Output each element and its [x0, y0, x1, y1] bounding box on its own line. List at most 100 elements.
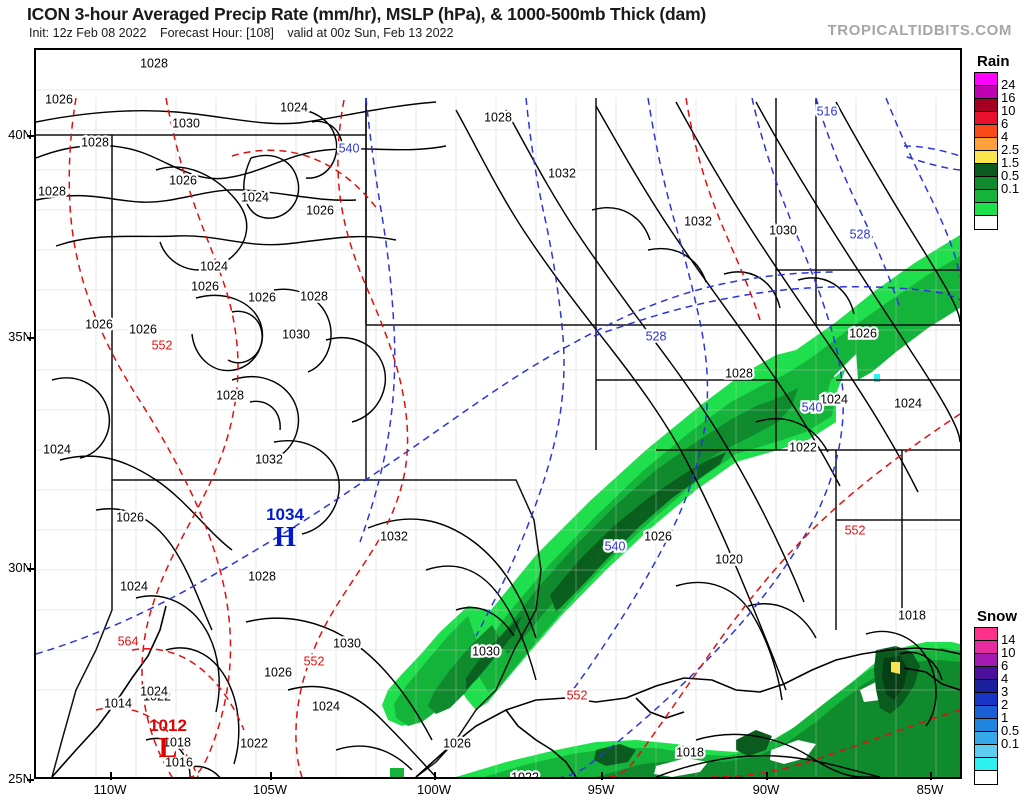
- mslp-contour-label: 1026: [169, 173, 197, 187]
- mslp-contour-label: 1032: [684, 214, 712, 228]
- mslp-contour-label-halo: 1020: [715, 552, 743, 566]
- thickness-label-red-halo: 552: [845, 523, 866, 537]
- mslp-contour-label-halo: 1032: [380, 529, 408, 543]
- rain-colorbar-tick: 6: [1001, 116, 1009, 131]
- thickness-contours-blue: [36, 97, 960, 777]
- lon-tick-mark: [270, 772, 272, 780]
- chart-header: ICON 3-hour Averaged Precip Rate (mm/hr)…: [0, 0, 1024, 48]
- mslp-contour-label-halo: 1032: [684, 214, 712, 228]
- lon-tick-mark: [434, 772, 436, 780]
- mslp-contour-label-halo: 1022: [789, 440, 817, 454]
- mslp-contour-label-halo: 1024: [241, 190, 269, 204]
- mslp-contour-label-halo: 1026: [644, 529, 672, 543]
- lon-tick-mark: [601, 772, 603, 780]
- mslp-contour-label-halo: 1032: [255, 452, 283, 466]
- mslp-contour-labels: 1028 1028 1026 1026 1024 1024 1030 1030 1028 1028…: [36, 54, 928, 777]
- rain-colorbar-tick: 0.1: [1001, 181, 1020, 196]
- thickness-label-blue-halo: 540: [605, 539, 626, 553]
- mslp-contour-label: 1030: [333, 636, 361, 650]
- thickness-label-red: 564: [118, 634, 139, 648]
- snow-colorbar-swatches: [974, 627, 998, 785]
- pressure-value-h: 1034: [266, 505, 304, 524]
- mslp-contour-label-halo: 1022: [511, 770, 539, 777]
- rain-colorbar-swatch: [975, 73, 997, 86]
- mslp-contour-label: 1026: [306, 203, 334, 217]
- mslp-contour-label-halo: 1030: [769, 223, 797, 237]
- snow-colorbar-swatch: [975, 628, 997, 641]
- pressure-value-l: 1012: [149, 716, 187, 735]
- mslp-contour-label: 1022: [511, 770, 539, 777]
- thickness-label-red-halo: 552: [304, 654, 325, 668]
- thickness-label-blue: 528: [646, 329, 667, 343]
- mslp-contour-label-halo: 1028: [484, 110, 512, 124]
- mslp-contour-label: 1028: [300, 289, 328, 303]
- mslp-contour-label: 1030: [472, 644, 500, 658]
- lat-tick-mark: [27, 135, 34, 137]
- mslp-contour-label: 1016: [165, 755, 193, 769]
- mslp-contour-label-halo: 1028: [248, 569, 276, 583]
- lat-tick-mark: [27, 568, 34, 570]
- map-canvas: 1028 1028 1026 1026 1024 1024 1030 1030 1028 1028…: [36, 50, 960, 777]
- mslp-contour-label-halo: 1026: [264, 665, 292, 679]
- rain-colorbar-swatch: [975, 99, 997, 112]
- mslp-contour-label: 1024: [894, 396, 922, 410]
- mslp-contour-label-halo: 1030: [472, 644, 500, 658]
- thickness-label-blue: 540: [802, 400, 823, 414]
- mslp-contour-label: 1024: [280, 100, 308, 114]
- mslp-contour-label-halo: 1024: [894, 396, 922, 410]
- mslp-contour-label: 1028: [81, 135, 109, 149]
- mslp-contour-label-halo: 1030: [282, 327, 310, 341]
- rain-colorbar-swatch: [975, 138, 997, 151]
- rain-colorbar-swatch: [975, 125, 997, 138]
- mslp-contour-label: 1018: [898, 608, 926, 622]
- mslp-contour-label: 1032: [548, 166, 576, 180]
- mslp-contour-label: 1022: [143, 689, 171, 703]
- mslp-contour-label-halo: 1024: [140, 684, 168, 698]
- snow-colorbar-title: Snow: [977, 608, 1017, 625]
- rain-colorbar-title: Rain: [977, 53, 1010, 70]
- snow-colorbar-swatch: [975, 680, 997, 693]
- mslp-contour-label: 1024: [140, 684, 168, 698]
- snow-colorbar-swatch: [975, 654, 997, 667]
- mslp-contour-label-halo: 1028: [300, 289, 328, 303]
- lat-tick-mark: [27, 337, 34, 339]
- mslp-contour-label-halo: 1030: [172, 116, 200, 130]
- mslp-contour-label: 1026: [85, 317, 113, 331]
- mslp-contour-label: 1014: [104, 696, 132, 710]
- mslp-contour-label: 1026: [116, 510, 144, 524]
- rain-colorbar-swatch: [975, 203, 997, 216]
- init-time: Init: 12z Feb 08 2022: [29, 26, 147, 40]
- lat-tick-40n: 40N: [8, 127, 32, 142]
- rain-colorbar-tick: 4: [1001, 129, 1009, 144]
- snow-colorbar-tick: 1: [1001, 710, 1009, 725]
- mslp-contour-label-halo: 1018: [676, 745, 704, 759]
- snow-colorbar-tick: 4: [1001, 671, 1009, 686]
- lon-tick-110w: 110W: [93, 782, 127, 797]
- snow-colorbar-swatch: [975, 732, 997, 745]
- thickness-label-red-halo: 564: [118, 634, 139, 648]
- rain-colorbar-tick: 16: [1001, 90, 1016, 105]
- mslp-contour-label-halo: 1022: [240, 736, 268, 750]
- precip-shading-layer: [382, 235, 960, 777]
- rain-colorbar-tick: 10: [1001, 103, 1016, 118]
- lat-tick-35n: 35N: [8, 329, 32, 344]
- rain-colorbar-swatch: [975, 86, 997, 99]
- mslp-contour-label-halo: 1032: [548, 166, 576, 180]
- snow-colorbar-swatch: [975, 641, 997, 654]
- map-plot-area[interactable]: 1028 1028 1026 1026 1024 1024 1030 1030 1028 1028…: [34, 48, 962, 779]
- snow-colorbar-swatch: [975, 771, 997, 784]
- mslp-contour-label: 1030: [769, 223, 797, 237]
- snow-colorbar-swatch: [975, 706, 997, 719]
- lon-tick-90w: 90W: [752, 782, 780, 797]
- rain-colorbar-swatch: [975, 164, 997, 177]
- mslp-contour-label-halo: 1026: [116, 510, 144, 524]
- snow-colorbar-tick: 14: [1001, 632, 1016, 647]
- mslp-contour-label: 1026: [129, 322, 157, 336]
- rain-colorbar-swatch: [975, 177, 997, 190]
- thickness-label-blue-halo: 540: [339, 141, 360, 155]
- snow-colorbar-tick: 0.1: [1001, 736, 1020, 751]
- mslp-contour-label: 1028: [484, 110, 512, 124]
- snow-colorbar-tick: 0.5: [1001, 723, 1020, 738]
